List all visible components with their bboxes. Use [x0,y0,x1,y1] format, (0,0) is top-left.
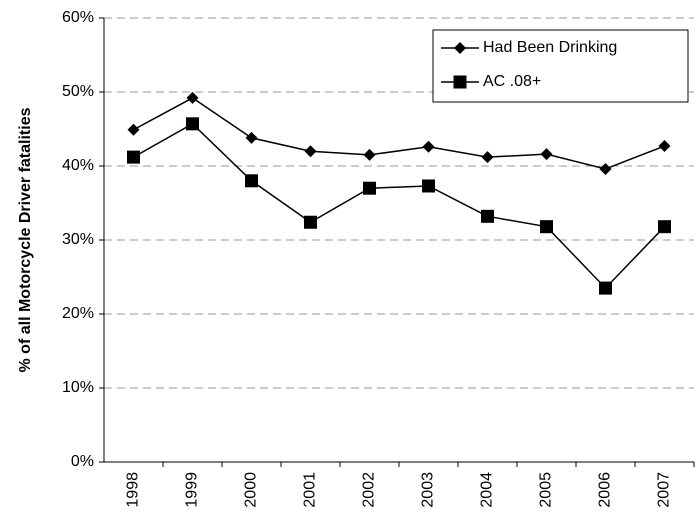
y-tick-label: 0% [71,453,94,470]
marker [658,220,671,234]
marker [304,215,317,229]
x-tick-label: 2001 [302,472,319,508]
legend-label: AC .08+ [483,73,541,90]
y-tick-label: 50% [62,83,94,100]
legend-label: Had Been Drinking [483,39,617,56]
x-tick-label: 2003 [420,472,437,508]
x-tick-label: 2005 [538,472,555,508]
y-tick-label: 10% [62,379,94,396]
marker [245,131,258,144]
marker [454,42,466,54]
x-tick-label: 2007 [656,472,673,508]
marker [453,75,467,89]
marker [658,140,671,153]
x-tick-label: 1998 [125,472,142,508]
marker [422,179,435,193]
x-tick-label: 2006 [597,472,614,508]
marker [363,148,376,161]
marker [481,151,494,164]
x-tick-label: 2004 [479,472,496,508]
y-axis-label: % of all Motorcycle Driver fatalities [17,107,34,372]
y-tick-label: 20% [62,305,94,322]
marker [540,220,553,234]
marker [422,140,435,153]
marker [599,281,612,295]
y-tick-label: 30% [62,231,94,248]
marker [186,117,199,131]
x-tick-label: 2000 [243,472,260,508]
marker [363,181,376,195]
marker [127,150,140,164]
legend-box [432,29,689,103]
series-line [133,97,665,170]
x-tick-label: 1999 [184,472,201,508]
marker [127,123,140,136]
y-tick-label: 60% [62,9,94,26]
series-line [133,122,666,290]
y-tick-label: 40% [62,157,94,174]
marker [245,174,258,188]
marker [481,209,494,223]
marker [540,148,553,161]
marker [599,162,612,175]
marker [304,145,317,158]
marker [186,91,199,104]
x-tick-label: 2002 [361,472,378,508]
